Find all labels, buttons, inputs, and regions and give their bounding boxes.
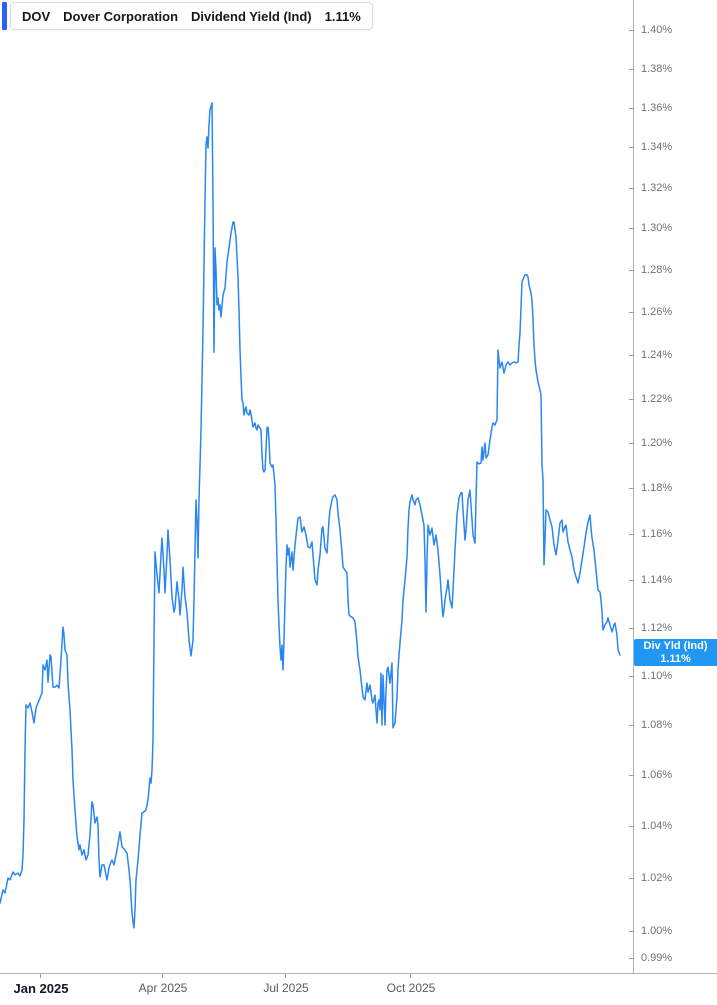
symbol-legend[interactable]: DOV Dover Corporation Dividend Yield (In… <box>2 2 373 30</box>
y-axis-label: 1.08% <box>641 719 673 731</box>
y-axis-label: 1.32% <box>641 182 673 194</box>
y-tick-mark <box>629 826 634 827</box>
y-axis-label: 1.36% <box>641 102 673 114</box>
x-tick-mark <box>40 974 41 978</box>
y-tick-mark <box>629 399 634 400</box>
x-axis-label: Jul 2025 <box>263 981 309 995</box>
y-axis-label: 1.06% <box>641 769 673 781</box>
y-tick-mark <box>629 878 634 879</box>
y-tick-mark <box>629 443 634 444</box>
y-tick-mark <box>629 188 634 189</box>
y-axis-label: 1.26% <box>641 306 673 318</box>
x-tick-mark <box>410 974 411 978</box>
last-value-badge-label: Div Yld (Ind) <box>643 639 708 652</box>
y-tick-mark <box>629 534 634 535</box>
y-axis-label: 1.16% <box>641 528 673 540</box>
y-axis-label: 1.38% <box>641 63 673 75</box>
y-tick-mark <box>629 228 634 229</box>
y-axis-label: 1.40% <box>641 24 673 36</box>
y-tick-mark <box>629 628 634 629</box>
y-axis-label: 1.24% <box>641 349 673 361</box>
time-scale-axis-line <box>0 973 717 974</box>
y-tick-mark <box>629 775 634 776</box>
x-axis-label: Apr 2025 <box>138 981 188 995</box>
y-tick-mark <box>629 958 634 959</box>
symbol-ticker[interactable]: DOV <box>22 8 51 24</box>
y-axis-label: 1.20% <box>641 437 673 449</box>
metric-label: Dividend Yield (Ind) <box>191 8 312 24</box>
y-tick-mark <box>629 270 634 271</box>
x-axis-label: Jan 2025 <box>13 981 69 996</box>
y-tick-mark <box>629 488 634 489</box>
metric-value: 1.11% <box>324 8 361 24</box>
last-value-badge-value: 1.11% <box>660 652 691 665</box>
y-tick-mark <box>629 580 634 581</box>
y-tick-mark <box>629 676 634 677</box>
y-axis-label: 1.34% <box>641 141 673 153</box>
y-axis-label: 1.10% <box>641 670 673 682</box>
y-axis-label: 1.14% <box>641 574 673 586</box>
y-axis-label: 1.04% <box>641 820 673 832</box>
y-axis-label: 1.28% <box>641 264 673 276</box>
y-tick-mark <box>629 69 634 70</box>
y-axis-label: 0.99% <box>641 952 673 964</box>
y-axis-label: 1.02% <box>641 872 673 884</box>
legend-pill[interactable]: DOV Dover Corporation Dividend Yield (In… <box>10 2 373 30</box>
symbol-name: Dover Corporation <box>63 8 179 24</box>
y-tick-mark <box>629 931 634 932</box>
price-scale-axis-line <box>633 0 634 973</box>
x-tick-mark <box>285 974 286 978</box>
y-axis-label: 1.12% <box>641 622 673 634</box>
y-tick-mark <box>629 108 634 109</box>
y-tick-mark <box>629 725 634 726</box>
last-value-badge: Div Yld (Ind) 1.11% <box>634 639 717 666</box>
y-tick-mark <box>629 312 634 313</box>
y-axis-label: 1.22% <box>641 393 673 405</box>
y-tick-mark <box>629 355 634 356</box>
x-tick-mark <box>162 974 163 978</box>
y-axis-label: 1.18% <box>641 482 673 494</box>
y-axis-label: 1.30% <box>641 222 673 234</box>
y-tick-mark <box>629 30 634 31</box>
y-axis-label: 1.00% <box>641 925 673 937</box>
series-color-bar <box>2 2 7 30</box>
y-tick-mark <box>629 147 634 148</box>
dividend-yield-line[interactable] <box>0 102 621 929</box>
x-axis-label: Oct 2025 <box>386 981 436 995</box>
